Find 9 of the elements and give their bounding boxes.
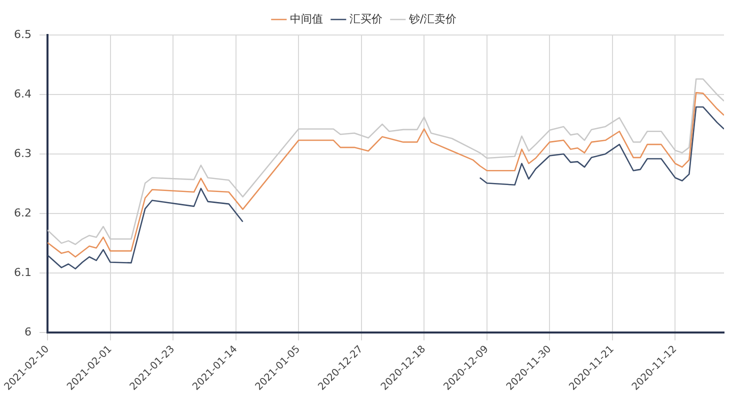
legend-label: 钞/汇卖价 [408,12,457,26]
y-tick-label: 6.5 [14,28,32,41]
y-tick-label: 6 [24,325,32,338]
y-tick-label: 6.1 [14,266,32,279]
y-tick-label: 6.3 [14,146,32,160]
legend-label: 汇买价 [349,12,382,26]
y-tick-label: 6.4 [14,87,32,100]
legend-label: 中间值 [290,12,323,26]
y-tick-label: 6.2 [14,206,32,220]
